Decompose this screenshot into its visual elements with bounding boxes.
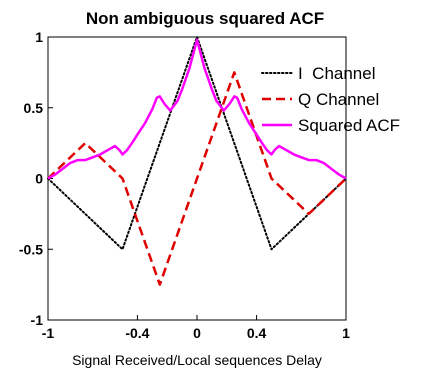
series-line-i-channel: [47, 36, 347, 251]
legend-label: I Channel: [298, 64, 376, 83]
x-axis-ticks: -1 -0.4 0 0.4 1: [42, 315, 350, 341]
y-axis-ticks: 1 0.5 0 -0.5 -1: [19, 29, 53, 328]
x-tick-label: -0.4: [125, 325, 149, 341]
chart-title: Non ambiguous squared ACF: [86, 9, 324, 28]
legend-label: Q Channel: [298, 90, 379, 109]
x-tick-label: 0.4: [247, 325, 267, 341]
legend: I Channel Q Channel Squared ACF: [261, 64, 400, 135]
legend-label: Squared ACF: [298, 116, 400, 135]
y-tick-label: 0.5: [24, 100, 44, 116]
y-tick-label: 0: [35, 171, 43, 187]
series-line-squared-acf: [47, 38, 347, 180]
x-tick-label: 1: [342, 325, 350, 341]
x-tick-label: -1: [42, 325, 55, 341]
y-tick-label: -1: [31, 312, 44, 328]
x-axis-label: Signal Received/Local sequences Delay: [72, 352, 322, 368]
x-tick-label: 0: [193, 325, 201, 341]
series-line-q-channel: [47, 71, 347, 286]
series-group: [47, 36, 347, 286]
y-tick-label: -0.5: [19, 241, 43, 257]
y-tick-label: 1: [35, 29, 43, 45]
